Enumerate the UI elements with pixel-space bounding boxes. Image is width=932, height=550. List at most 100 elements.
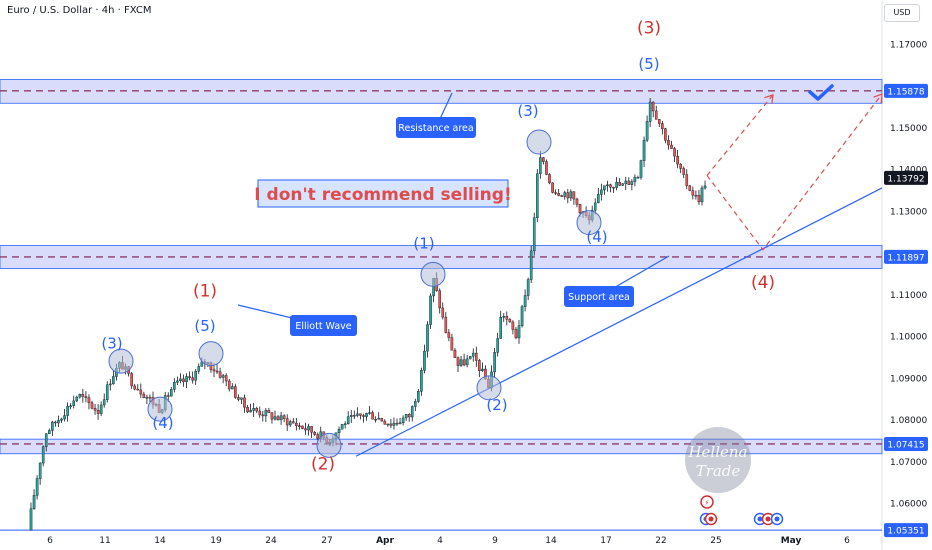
projection-line-0 <box>706 93 883 251</box>
wave-circle-0 <box>108 348 134 374</box>
candle-body-200 <box>639 160 643 178</box>
candle-body-142 <box>462 359 466 366</box>
candle-body-166 <box>536 173 539 218</box>
candle-body-47 <box>173 382 176 390</box>
x-tick-5: 27 <box>321 536 332 546</box>
candle-body-211 <box>673 148 676 157</box>
support-callout-box <box>564 286 634 307</box>
candle-body-12 <box>66 406 69 416</box>
candle-body-67 <box>234 386 237 398</box>
candle-body-137 <box>447 332 451 338</box>
candle-body-18 <box>84 396 88 398</box>
candle-body-66 <box>230 386 234 390</box>
candle-body-215 <box>685 174 689 186</box>
currency-button[interactable]: USD <box>884 4 920 22</box>
candle-body-104 <box>346 416 350 425</box>
candle-body-170 <box>548 174 551 184</box>
y-tick-4: 1.11000 <box>890 291 927 301</box>
candle-body-71 <box>246 407 249 413</box>
candle-body-105 <box>349 415 353 417</box>
candle-body-173 <box>557 193 560 196</box>
candle-body-167 <box>539 157 542 174</box>
x-tick-10: 17 <box>600 536 611 546</box>
x-tick-11: 22 <box>655 536 666 546</box>
candle-body-141 <box>459 359 463 366</box>
candle-body-61 <box>215 370 219 373</box>
wave-circle-2 <box>198 341 224 367</box>
wave-label-blue-1: (4) <box>152 414 173 432</box>
candle-body-221 <box>703 185 707 189</box>
wave-label-red-1: (1) <box>193 281 217 301</box>
candle-body-53 <box>191 377 194 381</box>
wave-circle-3 <box>316 432 342 458</box>
price-label-box-1 <box>884 170 928 185</box>
projection-arrow-0 <box>873 93 883 104</box>
event-bolt-icon <box>700 495 714 509</box>
candle-body-24 <box>102 399 106 406</box>
projections-group <box>706 93 883 251</box>
candle-body-120 <box>395 422 399 425</box>
candle-body-78 <box>267 410 271 413</box>
candle-body-161 <box>520 306 524 326</box>
candle-body-135 <box>441 307 445 318</box>
candle-body-157 <box>508 319 512 323</box>
candle-body-26 <box>108 383 112 386</box>
x-tick-6: Apr <box>376 536 394 546</box>
candle-body-143 <box>465 358 469 366</box>
candle-body-178 <box>572 191 576 200</box>
candle-body-70 <box>243 397 246 408</box>
wave-labels-group: (3) (4) (5) (1) (2) (3) (4) (5) (3) (1) (2) (4) <box>101 19 775 475</box>
candle-body-16 <box>78 394 82 398</box>
candle-body-128 <box>420 370 423 392</box>
candle-body-27 <box>112 376 115 385</box>
candle-body-177 <box>569 191 573 199</box>
watermark-line2: Trade <box>696 462 741 480</box>
candle-body-153 <box>496 338 499 353</box>
candle-body-62 <box>218 371 222 378</box>
candle-body-17 <box>81 394 85 397</box>
chart-title: Euro / U.S. Dollar · 4h · FXCM <box>7 5 152 16</box>
event-flag-dot-2 <box>757 516 763 522</box>
candle-body-219 <box>697 195 701 203</box>
candle-body-7 <box>51 421 54 431</box>
candle-body-121 <box>398 422 402 424</box>
candle-body-3 <box>38 462 42 479</box>
zones-group <box>0 79 883 455</box>
candle-body-65 <box>227 380 231 390</box>
candle-body-90 <box>304 428 307 431</box>
candle-body-77 <box>264 410 268 417</box>
candle-body-73 <box>252 408 255 411</box>
wave-label-red-2: (2) <box>311 455 335 475</box>
candle-body-172 <box>554 192 557 194</box>
candle-body-1 <box>32 495 36 510</box>
candle-body-55 <box>197 366 201 372</box>
price-label-box-0 <box>884 83 928 98</box>
candle-body-19 <box>87 397 91 404</box>
candle-body-76 <box>261 414 265 417</box>
wave-label-blue-2: (5) <box>194 317 215 335</box>
candle-body-37 <box>142 393 146 398</box>
candle-body-124 <box>407 414 411 418</box>
y-tick-0: 1.17000 <box>890 41 927 51</box>
candle-body-186 <box>597 194 600 204</box>
price-label-box-3 <box>884 436 928 451</box>
candle-body-187 <box>600 189 603 195</box>
candle-body-206 <box>658 119 661 124</box>
candle-body-212 <box>676 155 679 165</box>
candle-body-123 <box>404 414 408 419</box>
candle-body-179 <box>575 198 579 205</box>
watermark-circle <box>685 427 751 493</box>
candle-body-202 <box>645 121 649 141</box>
price-label-box-4 <box>884 523 928 538</box>
candle-body-175 <box>563 192 567 197</box>
candle-body-176 <box>566 192 570 199</box>
price-label-2: 1.11897 <box>887 253 924 263</box>
candle-body-23 <box>99 404 103 414</box>
candle-body-191 <box>612 187 615 189</box>
candle-body-136 <box>444 316 448 333</box>
candle-body-75 <box>258 410 262 416</box>
candle-body-152 <box>493 352 496 373</box>
y-tick-1: 1.15000 <box>890 124 927 134</box>
candle-body-102 <box>340 424 344 430</box>
